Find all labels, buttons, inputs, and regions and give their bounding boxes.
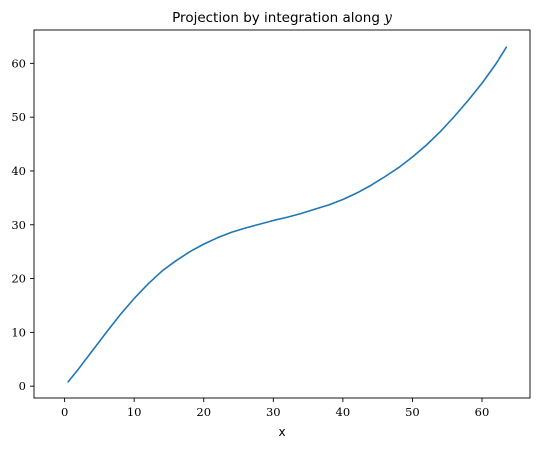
chart-title-variable: y: [383, 10, 392, 26]
y-tick-label: 50: [11, 110, 26, 124]
x-tick-label: 40: [336, 405, 351, 419]
x-axis-label: x: [278, 425, 285, 439]
y-tick-label: 30: [11, 218, 26, 232]
y-tick-label: 10: [11, 325, 26, 339]
x-tick-label: 20: [196, 405, 211, 419]
x-tick-label: 30: [266, 405, 281, 419]
y-tick-label: 40: [11, 164, 26, 178]
y-tick-label: 20: [11, 272, 26, 286]
series-line: [67, 46, 508, 383]
chart-title: Projection by integration along y: [172, 10, 392, 26]
x-tick-label: 0: [61, 405, 68, 419]
y-tick-label: 60: [11, 56, 26, 70]
x-tick-label: 60: [475, 405, 490, 419]
y-tick-label: 0: [19, 379, 26, 393]
x-tick-label: 50: [405, 405, 420, 419]
x-axis-ticks: 0 10 20 30 40 50 60: [61, 398, 489, 419]
x-tick-label: 10: [127, 405, 142, 419]
axes-frame: [33, 29, 531, 399]
y-axis-ticks: 0 10 20 30 40 50 60: [11, 56, 34, 393]
plot-area: [33, 29, 531, 399]
chart-title-text: Projection by integration along: [172, 10, 384, 26]
